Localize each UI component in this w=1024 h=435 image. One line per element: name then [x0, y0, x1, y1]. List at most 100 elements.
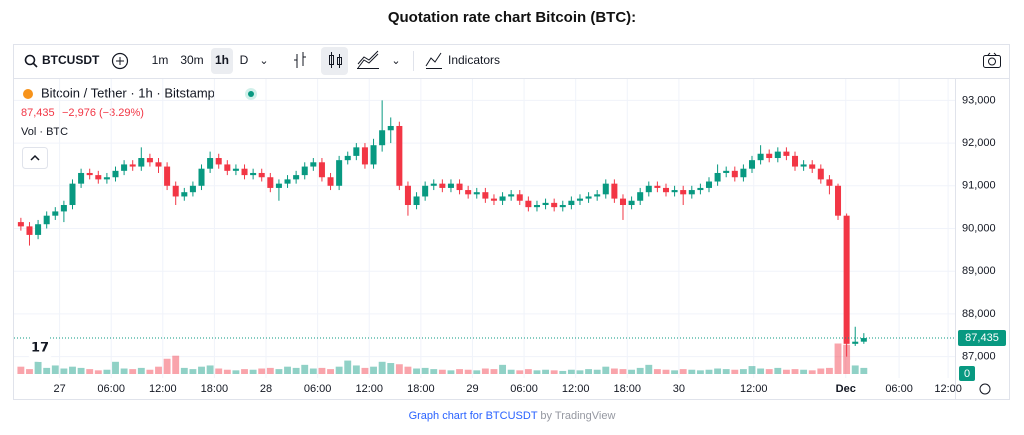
interval-button[interactable]: 1m: [152, 53, 169, 67]
volume-bar: [249, 369, 257, 374]
candle-body: [473, 192, 480, 195]
add-symbol[interactable]: [111, 52, 129, 70]
volume-bar: [550, 370, 558, 374]
candle-body: [241, 168, 248, 176]
y-tick-label: 87,000: [962, 351, 996, 363]
candle-body: [344, 155, 351, 161]
search-icon[interactable]: [24, 54, 38, 68]
candle-body: [576, 198, 583, 201]
candle-body: [138, 158, 145, 167]
candle-body: [164, 166, 171, 186]
area-style[interactable]: [357, 50, 379, 69]
page-title: Quotation rate chart Bitcoin (BTC):: [388, 9, 636, 26]
settings-icon[interactable]: [979, 383, 991, 395]
candle-body: [112, 170, 119, 178]
volume-bar: [825, 367, 833, 374]
snapshot-icon[interactable]: [983, 52, 1001, 68]
volume-bar: [17, 366, 25, 374]
svg-text:𝟭𝟳: 𝟭𝟳: [31, 339, 49, 354]
candle-style-bg[interactable]: [321, 47, 348, 75]
volume-bar: [671, 370, 679, 374]
candle-body: [207, 158, 214, 169]
volume-bar: [284, 366, 291, 374]
candle-body: [835, 185, 842, 216]
y-tick-label: 93,000: [962, 94, 996, 106]
candle-body: [422, 185, 429, 197]
volume-bar: [576, 370, 584, 374]
candle-body: [680, 190, 687, 195]
volume-bar: [395, 364, 403, 374]
volume-bar: [456, 369, 463, 374]
footer: Graph chart for BTCUSDT by TradingView: [409, 410, 616, 422]
candle-body: [404, 185, 411, 206]
candle-body: [817, 168, 824, 180]
interval-button[interactable]: 30m: [180, 53, 203, 67]
candle-body: [86, 172, 93, 176]
candle-body: [723, 170, 730, 173]
volume-bar: [215, 368, 223, 374]
volume-bar: [120, 368, 128, 374]
volume-bar: [628, 369, 636, 374]
volume-bar: [438, 369, 446, 374]
candle-body: [594, 194, 601, 197]
indicators-icon[interactable]: [425, 52, 442, 69]
candle-body: [52, 211, 59, 216]
volume-bar: [292, 367, 300, 374]
candle-body: [95, 175, 102, 180]
collapse-legend[interactable]: [22, 147, 48, 169]
volume-bar: [172, 355, 180, 374]
x-tick-label: 12:00: [740, 383, 768, 395]
volume-bar: [800, 369, 808, 374]
volume-bar: [146, 369, 154, 374]
candle-body: [413, 196, 420, 206]
candle-body: [215, 158, 222, 165]
interval-button[interactable]: D: [240, 53, 249, 67]
volume-bar: [335, 366, 343, 374]
volume-bar: [834, 343, 842, 374]
volume-bar: [198, 366, 205, 374]
candle-body: [499, 196, 506, 201]
candle-body: [232, 168, 239, 171]
volume-bar: [653, 369, 661, 374]
x-tick-label: 18:00: [614, 383, 642, 395]
volume-bar: [258, 368, 266, 374]
volume-bar: [585, 369, 593, 374]
legend-volume: Vol · BTC: [21, 126, 68, 138]
volume-bar: [782, 369, 790, 374]
candle-body: [43, 215, 50, 225]
plot: 87,000 88,000 89,000 90,000 91,000 92,000 93,0…: [14, 79, 1006, 399]
indicators-button[interactable]: Indicators: [448, 53, 500, 67]
candle-body: [284, 179, 291, 184]
volume-bar: [241, 369, 248, 374]
footer-link[interactable]: Graph chart for BTCUSDT: [409, 410, 538, 422]
candle-body: [387, 125, 394, 131]
candle-body: [688, 190, 695, 195]
candle-body: [69, 183, 76, 206]
interval-button[interactable]: 1h: [215, 53, 229, 67]
bar-style[interactable]: [294, 52, 306, 68]
interval-dropdown[interactable]: ⌄: [259, 55, 268, 67]
candle-body: [353, 147, 360, 156]
volume-bar: [808, 370, 816, 374]
style-dropdown[interactable]: ⌄: [391, 55, 400, 67]
volume-bar: [516, 370, 524, 374]
candle-body: [654, 185, 661, 188]
volume-bar: [765, 369, 773, 374]
candle-body: [447, 183, 454, 188]
volume-bar: [155, 366, 162, 374]
volume-bar: [206, 365, 214, 374]
volume-bar: [645, 364, 653, 374]
volume-bar: [851, 365, 859, 374]
candle-body: [293, 175, 300, 180]
symbol[interactable]: BTCUSDT: [42, 53, 100, 67]
candle-body: [327, 177, 334, 186]
volume-bar: [679, 369, 687, 374]
volume-bar: [309, 368, 317, 374]
candle-body: [301, 166, 308, 176]
volume-bar: [404, 366, 412, 374]
x-tick-label: 18:00: [407, 383, 435, 395]
y-tick-label: 91,000: [962, 180, 996, 192]
candle-body: [697, 187, 704, 191]
volume-bar: [696, 370, 704, 374]
x-tick-label: 12:00: [149, 383, 177, 395]
